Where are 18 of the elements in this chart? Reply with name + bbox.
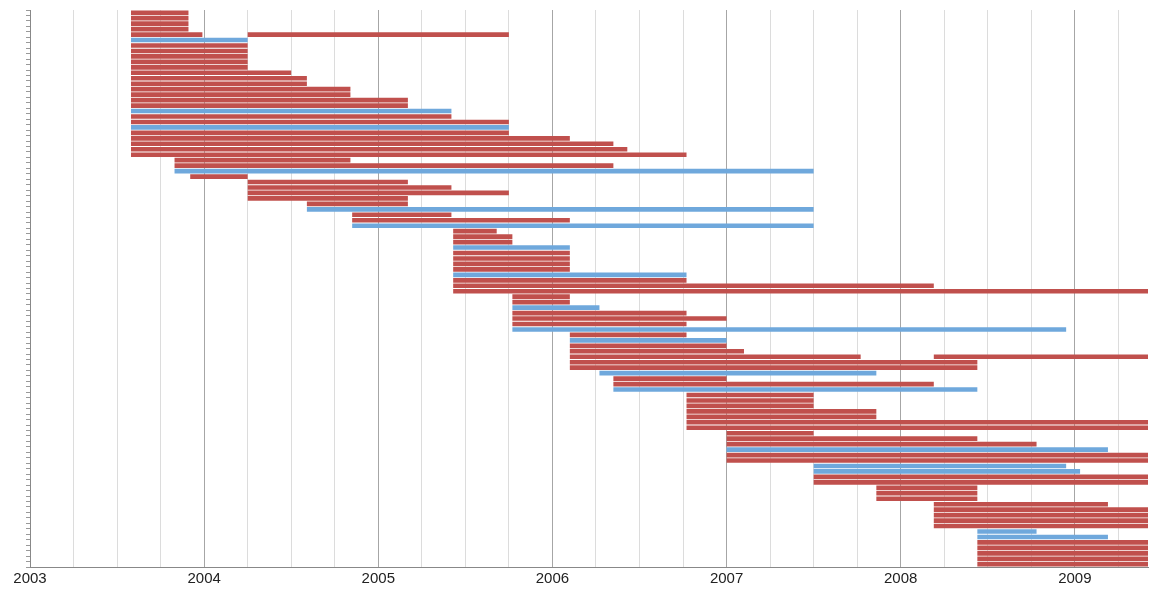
bar	[352, 223, 814, 229]
x-tick-label: 2004	[187, 569, 221, 587]
bar	[247, 32, 509, 37]
x-tick-label: 2005	[361, 569, 395, 587]
bar	[613, 387, 978, 392]
bar	[453, 245, 570, 250]
x-tick-label: 2006	[535, 569, 570, 587]
bar	[190, 174, 248, 179]
x-tick-label: 2008	[884, 569, 918, 587]
x-tick-label: 2009	[1058, 569, 1092, 587]
bar	[726, 447, 1108, 452]
bar	[306, 207, 814, 212]
bar	[131, 125, 509, 130]
bar	[569, 338, 727, 343]
bar	[512, 327, 1067, 332]
x-tick-label: 2003	[13, 569, 47, 587]
bar	[512, 305, 600, 310]
x-tick-label: 2007	[709, 569, 744, 587]
